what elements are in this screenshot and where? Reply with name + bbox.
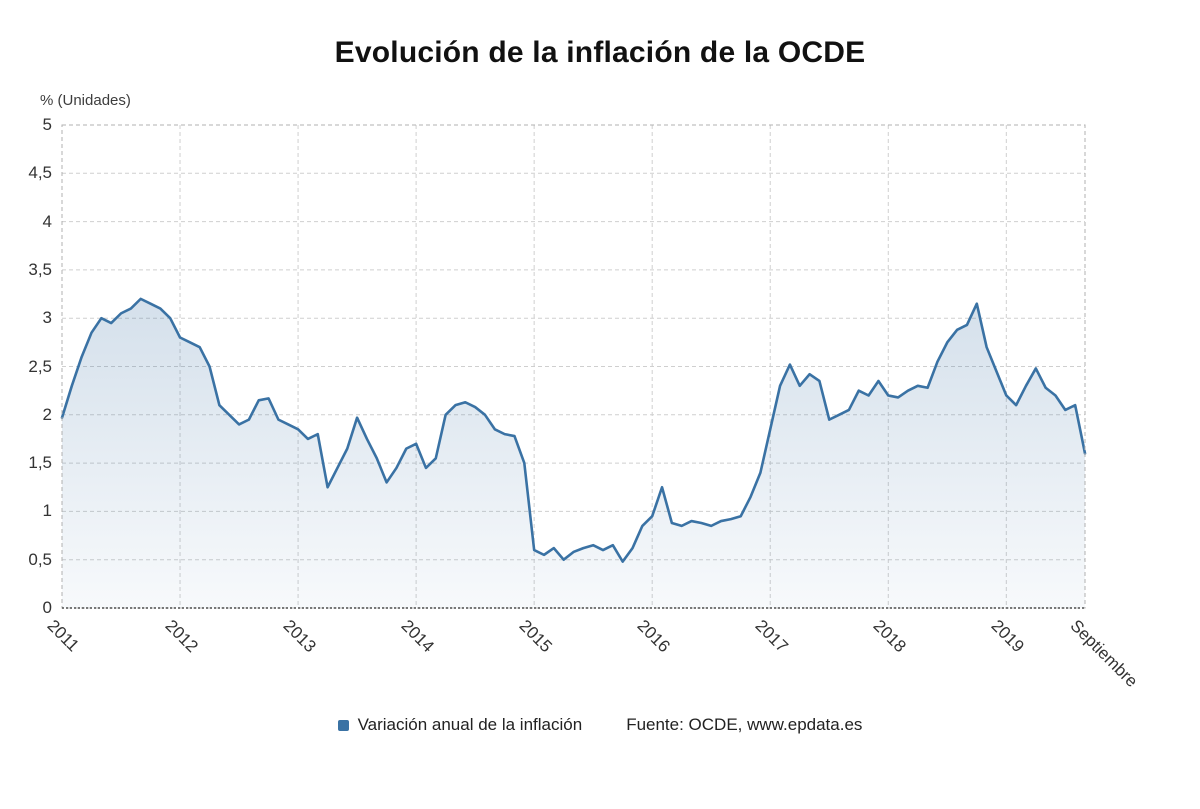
y-axis-tick-label: 5 (42, 115, 52, 134)
y-axis-unit-label: % (Unidades) (40, 92, 131, 109)
y-axis-tick-label: 4,5 (28, 163, 52, 183)
chart-title: Evolución de la inflación de la OCDE (334, 36, 866, 69)
y-axis-tick-label: 2 (42, 404, 52, 424)
chart-legend: Variación anual de la inflación Fuente: … (0, 715, 1200, 735)
legend-series-label[interactable]: Variación anual de la inflación (357, 715, 583, 734)
y-axis-tick-label: 0,5 (28, 549, 52, 569)
y-axis-tick-label: 1 (42, 501, 52, 521)
y-axis-tick-label: 2,5 (28, 356, 52, 376)
y-axis-tick-label: 1,5 (28, 453, 52, 473)
y-axis-tick-label: 4 (42, 211, 52, 231)
y-axis-tick-label: 3,5 (28, 259, 52, 279)
y-axis-tick-label: 0 (42, 598, 52, 617)
y-axis-tick-label: 3 (42, 308, 52, 328)
source-attribution: Fuente: OCDE, www.epdata.es (626, 715, 863, 734)
legend-series-swatch-icon[interactable] (337, 719, 349, 731)
